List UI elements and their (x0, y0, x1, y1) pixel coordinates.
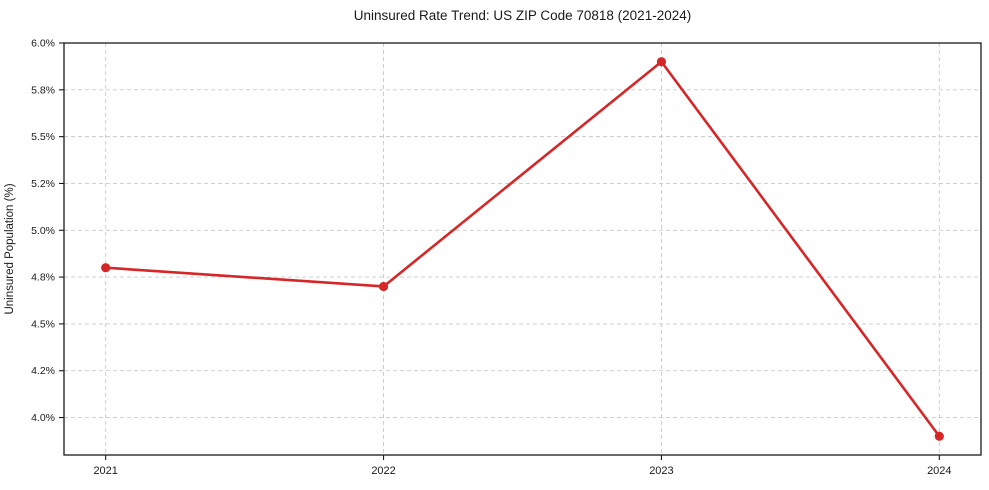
y-tick-label: 6.0% (31, 38, 55, 50)
axes-frame (63, 42, 982, 456)
y-tick-label: 4.5% (31, 318, 55, 330)
x-tick-label: 2023 (649, 465, 673, 477)
data-point (656, 57, 667, 67)
data-point (378, 281, 389, 292)
y-tick-label: 5.0% (31, 225, 55, 237)
y-tick-label: 4.2% (31, 365, 55, 377)
x-tick-label: 2024 (927, 465, 951, 477)
data-point (934, 431, 944, 441)
y-tick-label: 4.0% (31, 412, 55, 424)
x-tick-label: 2022 (371, 465, 395, 477)
y-tick-label: 5.2% (31, 178, 55, 190)
trend-line (104, 60, 941, 438)
data-point (101, 263, 111, 273)
y-tick-label: 4.8% (31, 272, 55, 284)
y-tick-label: 5.8% (31, 84, 55, 96)
chart-title: Uninsured Rate Trend: US ZIP Code 70818 … (353, 8, 692, 23)
x-tick-label: 2021 (93, 465, 117, 477)
y-tick-label: 5.5% (31, 131, 55, 143)
